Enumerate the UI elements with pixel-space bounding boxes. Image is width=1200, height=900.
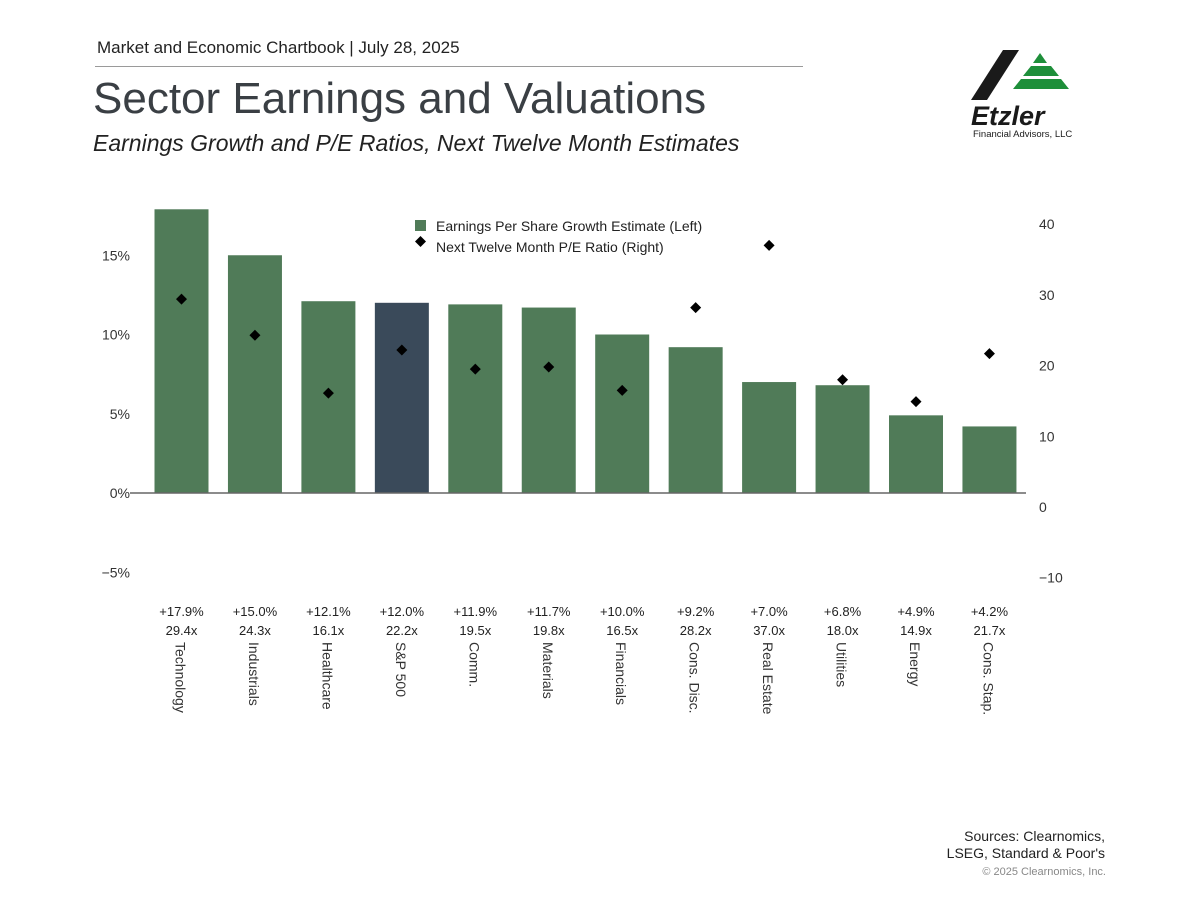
category-label: Healthcare xyxy=(319,642,335,710)
left-axis-tick-label: 5% xyxy=(110,406,130,422)
growth-value-label: +6.8% xyxy=(824,604,862,619)
growth-value-label: +11.9% xyxy=(454,604,498,619)
category-label: Utilities xyxy=(834,642,850,687)
growth-value-label: +17.9% xyxy=(159,604,204,619)
bar-s-p-500 xyxy=(374,302,429,493)
growth-value-label: +12.1% xyxy=(306,604,351,619)
category-label: Energy xyxy=(907,642,923,686)
growth-value-label: +7.0% xyxy=(750,604,788,619)
pe-marker xyxy=(616,384,628,396)
pe-value-label: 19.8x xyxy=(533,623,565,638)
category-label: Cons. Stap. xyxy=(980,642,996,715)
growth-value-label: +12.0% xyxy=(380,604,425,619)
left-axis-tick-label: −5% xyxy=(102,564,130,580)
right-axis-tick-label: 0 xyxy=(1039,499,1047,515)
growth-value-label: +4.2% xyxy=(971,604,1009,619)
bar-materials xyxy=(521,307,576,493)
header-divider xyxy=(95,66,803,67)
sources-line-2: LSEG, Standard & Poor's xyxy=(946,845,1105,861)
svg-text:Etzler: Etzler xyxy=(971,101,1046,131)
pe-value-label: 37.0x xyxy=(753,623,785,638)
bar-cons-disc- xyxy=(668,347,723,493)
pe-value-label: 16.1x xyxy=(312,623,344,638)
growth-value-label: +15.0% xyxy=(233,604,278,619)
pe-value-label: 22.2x xyxy=(386,623,418,638)
pe-marker xyxy=(763,239,775,251)
right-axis-tick-label: 40 xyxy=(1039,216,1055,232)
pe-marker xyxy=(322,387,334,399)
right-axis-tick-label: 20 xyxy=(1039,358,1055,374)
bar-technology xyxy=(154,209,209,493)
growth-value-label: +9.2% xyxy=(677,604,715,619)
category-label: Technology xyxy=(173,642,189,713)
category-label: Industrials xyxy=(246,642,262,706)
growth-value-label: +4.9% xyxy=(897,604,935,619)
pe-marker xyxy=(396,344,408,356)
growth-value-label: +11.7% xyxy=(527,604,571,619)
category-label: Real Estate xyxy=(760,642,776,715)
legend-marker-label: Next Twelve Month P/E Ratio (Right) xyxy=(436,239,664,255)
etzler-logo: Etzler Financial Advisors, LLC xyxy=(971,50,1072,140)
category-label: Financials xyxy=(613,642,629,705)
bar-comm- xyxy=(448,304,503,493)
pe-marker xyxy=(249,329,261,341)
category-label: Comm. xyxy=(466,642,482,687)
growth-value-label: +10.0% xyxy=(600,604,645,619)
category-label: Cons. Disc. xyxy=(687,642,703,714)
bar-real-estate xyxy=(742,382,797,493)
sources-note: Sources: Clearnomics, LSEG, Standard & P… xyxy=(947,828,1105,862)
left-axis-tick-label: 0% xyxy=(110,485,130,501)
bar-utilities xyxy=(815,385,870,493)
pe-value-label: 16.5x xyxy=(606,623,638,638)
pe-marker xyxy=(690,302,702,314)
bar-industrials xyxy=(227,255,282,493)
pe-value-label: 21.7x xyxy=(974,623,1006,638)
right-axis-tick-label: −10 xyxy=(1039,570,1063,586)
legend-bar-label: Earnings Per Share Growth Estimate (Left… xyxy=(436,218,702,234)
copyright: © 2025 Clearnomics, Inc. xyxy=(982,866,1106,878)
chartbook-header: Market and Economic Chartbook | July 28,… xyxy=(97,38,460,57)
pe-value-label: 18.0x xyxy=(827,623,859,638)
pe-value-label: 14.9x xyxy=(900,623,932,638)
right-axis-tick-label: 10 xyxy=(1039,428,1055,444)
bar-financials xyxy=(595,334,650,493)
pe-marker xyxy=(983,348,995,360)
pe-marker xyxy=(910,396,922,408)
pe-value-label: 19.5x xyxy=(459,623,491,638)
category-label: S&P 500 xyxy=(393,642,409,697)
svg-text:Financial Advisors, LLC: Financial Advisors, LLC xyxy=(973,129,1072,140)
pe-value-label: 28.2x xyxy=(680,623,712,638)
pe-marker xyxy=(837,374,849,386)
bar-cons-stap- xyxy=(962,426,1017,493)
left-axis-tick-label: 15% xyxy=(102,247,130,263)
legend: Earnings Per Share Growth Estimate (Left… xyxy=(415,218,702,255)
sources-line-1: Sources: Clearnomics, xyxy=(964,828,1105,844)
pe-value-label: 24.3x xyxy=(239,623,271,638)
page-subtitle: Earnings Growth and P/E Ratios, Next Twe… xyxy=(93,130,740,156)
legend-marker-swatch xyxy=(415,236,426,247)
legend-bar-swatch xyxy=(415,220,426,231)
page-title: Sector Earnings and Valuations xyxy=(93,74,707,123)
pe-value-label: 29.4x xyxy=(166,623,198,638)
pe-marker xyxy=(176,293,187,305)
pe-marker xyxy=(543,361,555,373)
category-label: Materials xyxy=(540,642,556,699)
bar-energy xyxy=(889,415,943,493)
left-axis-tick-label: 10% xyxy=(102,327,130,343)
pe-marker xyxy=(469,363,481,375)
right-axis-tick-label: 30 xyxy=(1039,287,1055,303)
